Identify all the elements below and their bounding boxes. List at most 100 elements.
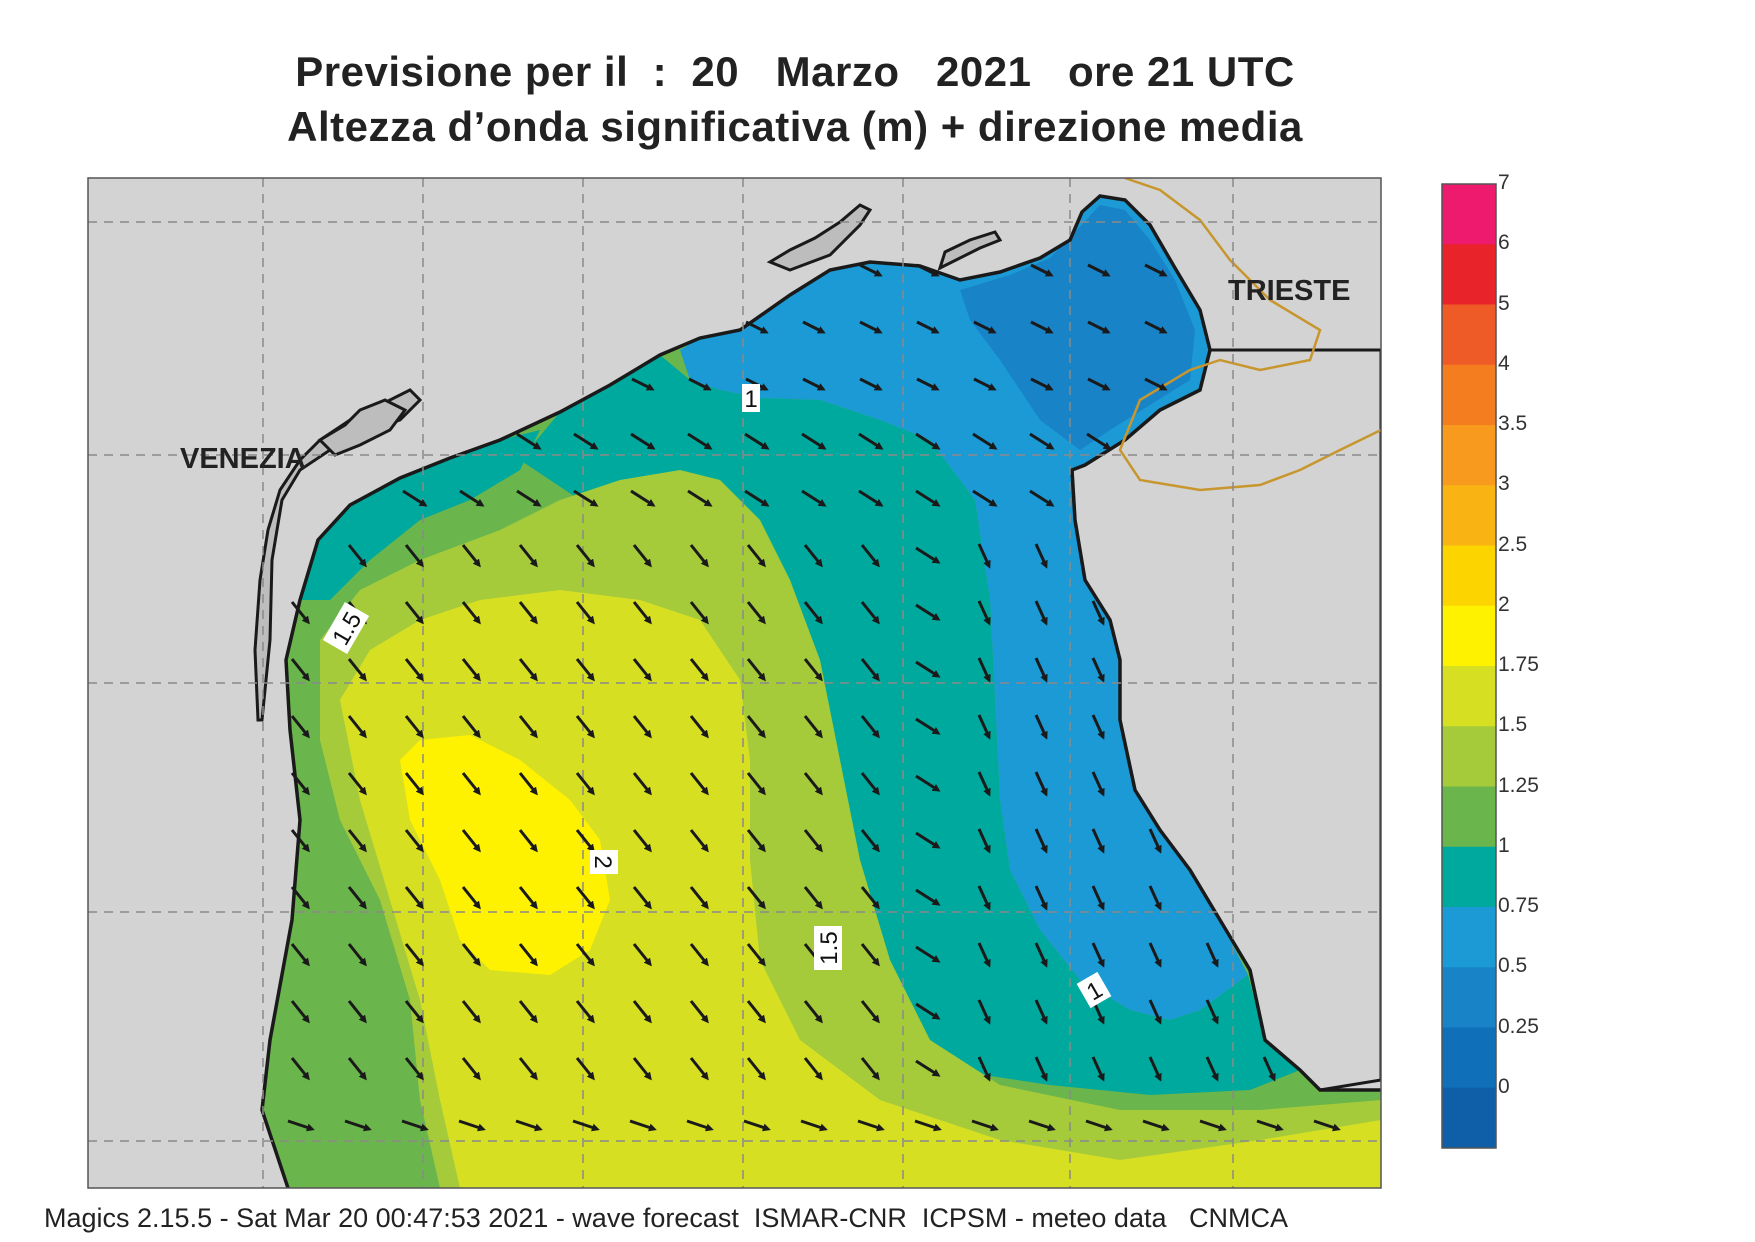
direction-arrow [687, 432, 713, 450]
direction-arrow [575, 601, 595, 625]
colorbar-swatch [1442, 244, 1496, 305]
direction-arrow [745, 320, 769, 334]
direction-arrow [632, 658, 652, 682]
direction-arrow [1034, 1056, 1048, 1082]
direction-arrow [1034, 771, 1048, 797]
direction-arrow [916, 377, 940, 391]
direction-arrow [1148, 885, 1162, 911]
low-wave-core [960, 205, 1195, 450]
direction-arrow [347, 829, 367, 853]
direction-arrow [290, 1000, 310, 1024]
direction-arrow [404, 715, 424, 739]
direction-arrow [518, 1057, 538, 1081]
direction-arrow [915, 489, 941, 507]
map-subtitle: Altezza d’onda significativa (m) + direz… [287, 103, 1303, 150]
direction-arrow [290, 658, 310, 682]
direction-arrow [572, 1119, 600, 1132]
colorbar-label: 2 [1498, 592, 1510, 616]
direction-arrow [860, 886, 880, 910]
colorbar-frame [1441, 183, 1497, 1149]
direction-arrow [1142, 1119, 1170, 1132]
direction-arrow [860, 544, 880, 568]
direction-arrow [632, 886, 652, 910]
direction-arrow [461, 715, 481, 739]
direction-arrow [518, 601, 538, 625]
direction-arrow [1256, 1119, 1284, 1132]
direction-arrow [518, 544, 538, 568]
city-label-trieste: TRIESTE [1228, 275, 1350, 307]
colorbar-swatch [1442, 907, 1496, 968]
direction-arrow [689, 658, 709, 682]
direction-arrow [632, 772, 652, 796]
direction-arrow [290, 886, 310, 910]
direction-arrow [689, 1000, 709, 1024]
colorbar-label: 0.75 [1498, 894, 1539, 917]
colorbar-label: 1.25 [1498, 773, 1539, 797]
direction-arrow [689, 601, 709, 625]
direction-arrow [461, 829, 481, 853]
direction-arrow [1028, 1119, 1056, 1132]
direction-arrow [1091, 771, 1105, 797]
direction-arrow [746, 1000, 766, 1024]
direction-arrow [858, 432, 884, 450]
direction-arrow [857, 1119, 885, 1132]
direction-arrow [860, 1000, 880, 1024]
direction-arrow [518, 829, 538, 853]
direction-arrow [858, 489, 884, 507]
direction-arrow [459, 489, 485, 507]
direction-arrow [744, 489, 770, 507]
north-lagoon-2 [937, 230, 1003, 271]
footer-credits: Magics 2.15.5 - Sat Mar 20 00:47:53 2021… [44, 1203, 1288, 1233]
direction-arrow [802, 320, 826, 334]
direction-arrow [1148, 942, 1162, 968]
direction-arrow [575, 772, 595, 796]
colorbar-swatch [1442, 184, 1496, 245]
contour-label: 1 [742, 384, 760, 413]
direction-arrow [1030, 320, 1054, 334]
direction-arrow [973, 377, 997, 391]
wave-direction-arrows [287, 263, 1341, 1132]
colorbar-label: 1.75 [1498, 653, 1539, 676]
colorbar-swatch [1442, 545, 1496, 607]
direction-arrow [290, 829, 310, 853]
colorbar-swatch [1442, 1087, 1496, 1149]
direction-arrow [402, 489, 428, 507]
direction-arrow [404, 886, 424, 910]
direction-arrow [689, 544, 709, 568]
direction-arrow [689, 772, 709, 796]
map-title: Previsione per il : 20 Marzo 2021 ore 21… [295, 48, 1295, 95]
direction-arrow [518, 658, 538, 682]
direction-arrow [802, 377, 826, 391]
direction-arrow [859, 263, 883, 277]
direction-arrow [972, 489, 998, 507]
direction-arrow [1205, 999, 1219, 1025]
direction-arrow [404, 1000, 424, 1024]
band-1.75-2 [340, 590, 1381, 1188]
direction-arrow [1034, 885, 1048, 911]
direction-arrow [915, 432, 941, 450]
direction-arrow [347, 886, 367, 910]
direction-arrow [916, 320, 940, 334]
colorbar-label: 1.5 [1498, 713, 1528, 737]
venice-lagoon [253, 388, 423, 722]
direction-arrow [860, 772, 880, 796]
direction-arrow [347, 1000, 367, 1024]
colorbar-label: 5 [1498, 291, 1510, 315]
direction-arrow [1029, 489, 1055, 507]
direction-arrow [1144, 377, 1168, 391]
contour-label-text: 1.5 [816, 931, 843, 964]
direction-arrow [518, 943, 538, 967]
direction-arrow [575, 943, 595, 967]
colorbar [1442, 184, 1496, 1149]
colorbar-label: 0 [1498, 1074, 1510, 1098]
direction-arrow [630, 432, 656, 450]
direction-arrow [401, 1119, 429, 1132]
colorbar-swatch [1442, 967, 1496, 1028]
direction-arrow [1086, 432, 1112, 450]
direction-arrow [1148, 828, 1162, 854]
direction-arrow [1034, 600, 1048, 626]
colorbar-swatch [1442, 726, 1496, 787]
direction-arrow [977, 999, 991, 1025]
direction-arrow [632, 715, 652, 739]
direction-arrow [461, 658, 481, 682]
